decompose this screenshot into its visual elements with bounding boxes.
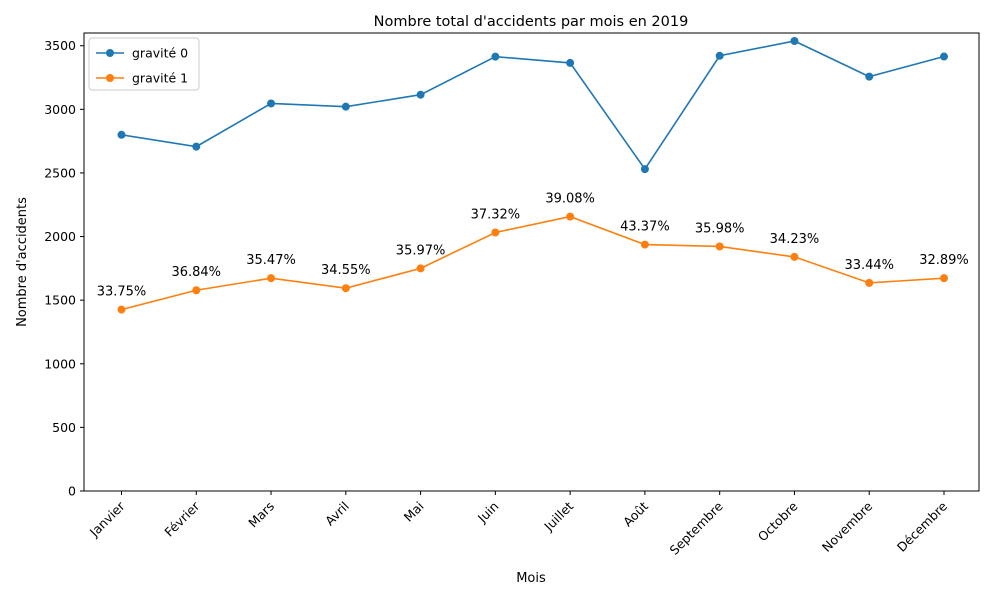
series-line-0 (121, 40, 945, 171)
series-0-point (566, 58, 575, 67)
chart-title: Nombre total d'accidents par mois en 201… (374, 14, 689, 30)
x-axis-label: Mois (516, 571, 546, 586)
x-tick-label: Avril (322, 499, 352, 529)
series-1-point (192, 286, 201, 295)
x-tick-label: Décembre (894, 498, 950, 554)
y-axis-label: Nombre d'accidents (15, 197, 30, 327)
x-tick-label: Février (161, 498, 203, 540)
y-tick-label: 2000 (44, 229, 76, 244)
series-0-point (865, 72, 874, 81)
data-annotation: 33.75% (97, 285, 147, 300)
x-tick-label: Janvier (86, 498, 128, 540)
data-annotation: 39.08% (545, 192, 595, 207)
data-annotation: 35.47% (246, 253, 296, 268)
x-tick-label: Novembre (819, 498, 876, 555)
x-tick-label: Octobre (755, 498, 801, 544)
x-tick-label: Mai (401, 499, 427, 525)
legend-label: gravité 1 (132, 71, 188, 86)
data-annotation: 36.84% (171, 265, 221, 280)
data-annotation: 34.55% (321, 263, 371, 278)
y-tick-label: 1000 (44, 356, 76, 371)
series-1-point (117, 305, 126, 314)
series-0-point (940, 52, 948, 61)
series-1-point (865, 278, 874, 287)
data-annotation: 32.89% (919, 253, 969, 268)
y-tick-label: 3500 (44, 38, 76, 53)
series-1-point (940, 274, 948, 283)
y-tick-label: 3000 (44, 102, 76, 117)
series-line-1 (121, 215, 945, 311)
series-0-point (416, 90, 425, 99)
legend-marker (106, 74, 114, 82)
legend-marker (106, 49, 114, 57)
series-1-point (267, 274, 276, 283)
legend-label: gravité 0 (132, 46, 188, 61)
legend: gravité 0 gravité 1 (88, 37, 200, 91)
series-0-point (267, 99, 276, 108)
x-tick-label: Juin (474, 499, 502, 527)
series-1-point (640, 240, 649, 249)
series-1-point (566, 212, 575, 221)
y-tick-label: 2500 (44, 165, 76, 180)
series-0-point (790, 37, 799, 46)
y-tick-label: 500 (52, 420, 76, 435)
y-tick-label: 0 (68, 484, 76, 499)
data-annotation: 43.37% (620, 220, 670, 235)
plot-frame (83, 32, 980, 492)
data-annotation: 33.44% (844, 258, 894, 273)
data-annotation: 35.97% (396, 243, 446, 258)
x-tick-label: Août (620, 498, 651, 529)
series-1-point (341, 284, 350, 293)
series-1-point (715, 242, 724, 251)
data-annotation: 37.32% (471, 207, 521, 222)
series-1-point (416, 264, 425, 273)
series-0-point (341, 102, 350, 111)
legend-box (88, 37, 200, 91)
series-0-point (491, 52, 500, 61)
series-0-point (117, 130, 126, 139)
series-1-point (790, 252, 799, 261)
x-tick-label: Juillet (540, 498, 576, 534)
x-tick-label: Septembre (667, 498, 726, 557)
series-0-point (640, 165, 649, 174)
series-0-point (715, 51, 724, 60)
data-annotation: 34.23% (770, 232, 820, 247)
series-0-point (192, 142, 201, 151)
series-1-point (491, 228, 500, 237)
x-tick-label: Mars (245, 499, 277, 531)
data-annotation: 35.98% (695, 221, 745, 236)
y-tick-label: 1500 (44, 293, 76, 308)
